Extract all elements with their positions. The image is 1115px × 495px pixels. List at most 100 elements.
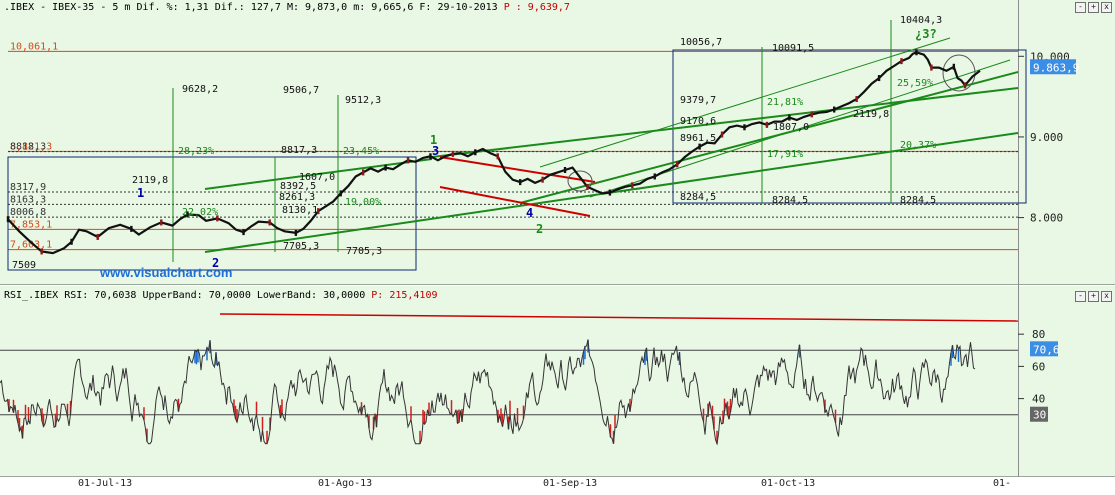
price-label-20: 1607,0 — [299, 172, 335, 183]
price-candle — [216, 215, 219, 222]
price-candle — [268, 219, 271, 226]
price-candle — [242, 229, 245, 236]
fib-box-2 — [672, 49, 1027, 204]
price-label-18: 10404,3 — [900, 15, 942, 26]
green-trendline-top — [204, 158, 433, 190]
price-label-4: 8392,5 — [280, 181, 316, 192]
percent-label-6: 20,37% — [900, 140, 936, 151]
price-close-button[interactable]: x — [1101, 2, 1112, 13]
price-maximize-button[interactable]: + — [1088, 2, 1099, 13]
watermark: www.visualchart.com — [100, 265, 233, 280]
rsi-last-value: 70,6 — [1033, 343, 1060, 356]
price-candle — [698, 143, 701, 150]
price-candle — [720, 131, 724, 138]
price-candle — [317, 208, 320, 215]
price-label-7: 7705,3 — [283, 241, 319, 252]
wave-green-1: 2 — [536, 222, 543, 236]
price-header-last: P : 9,639,7 — [503, 2, 570, 13]
price-candle — [40, 248, 43, 255]
price-label-0: 9628,2 — [182, 84, 218, 95]
price-label-16: 8284,5 — [772, 195, 808, 206]
price-candle — [765, 121, 769, 128]
price-label-1: 9506,7 — [283, 85, 319, 96]
price-label-6: 8130,1 — [282, 205, 318, 216]
price-line — [7, 51, 981, 255]
rsi-close-button[interactable]: x — [1101, 291, 1112, 302]
price-candle — [675, 161, 679, 168]
price-label-14: 8961,5 — [680, 133, 716, 144]
wave-blue-1: 2 — [212, 256, 219, 270]
x-label-ago: 01-Ago-13 — [318, 478, 373, 489]
price-candle — [952, 63, 956, 70]
price-label-21: 1807,0 — [773, 122, 809, 133]
price-candle — [294, 229, 298, 236]
price-minimize-button[interactable]: - — [1075, 2, 1086, 13]
price-ytick-label-1: 9.000 — [1030, 131, 1063, 144]
price-candle — [130, 225, 133, 232]
rsi-last-value-box — [1030, 341, 1058, 357]
percent-label-4: 21,81% — [767, 97, 803, 108]
price-label-8: 7705,3 — [346, 246, 382, 257]
price-candle — [608, 189, 612, 196]
price-candle — [6, 216, 10, 223]
price-candle — [743, 124, 746, 131]
rsi-ytick-label-0: 40 — [1032, 393, 1045, 406]
price-candle — [384, 164, 387, 171]
price-candle — [563, 167, 567, 173]
x-label-sep: 01-Sep-13 — [543, 478, 598, 489]
price-candle — [930, 64, 933, 71]
price-last-value: 9.863,9 — [1033, 61, 1079, 74]
rsi-line — [0, 339, 976, 446]
rsi-red-trend — [219, 313, 1019, 322]
price-last-value-box — [1030, 59, 1076, 75]
price-candle — [631, 182, 634, 189]
price-candle — [474, 149, 477, 156]
percent-label-7: 25,59% — [897, 78, 933, 89]
price-candle — [833, 106, 836, 113]
rsi-maximize-button[interactable]: + — [1088, 291, 1099, 302]
price-label-15: 8284,5 — [680, 192, 716, 203]
price-candle — [518, 179, 522, 186]
rsi-band-label: 30 — [1033, 409, 1046, 422]
level-label-2: 8818,3 — [10, 142, 46, 153]
rsi-band-box — [1030, 406, 1048, 422]
price-ytick-label-0: 8.000 — [1030, 212, 1063, 225]
highlight-circle-2 — [942, 54, 976, 92]
price-candle — [451, 150, 455, 157]
price-candle — [70, 238, 73, 245]
rsi-header: RSI_.IBEX RSI: 70,6038 UpperBand: 70,000… — [4, 289, 438, 303]
green-trendline-upper — [431, 87, 1019, 158]
price-candle — [541, 176, 544, 183]
percent-label-1: 22,02% — [182, 207, 218, 218]
price-label-11: 10091,5 — [772, 43, 814, 54]
rsi-minimize-button[interactable]: - — [1075, 291, 1086, 302]
price-label-13: 9170,6 — [680, 116, 716, 127]
level-label-7: 7,603,1 — [10, 240, 52, 251]
price-candle — [788, 114, 791, 121]
percent-label-0: 28,23% — [178, 146, 214, 157]
price-label-22: 7509 — [12, 260, 36, 271]
y-axis-separator — [1018, 0, 1019, 477]
price-candle — [855, 96, 858, 103]
price-candle — [586, 183, 589, 190]
price-label-12: 9379,7 — [680, 95, 716, 106]
x-label-next: 01- — [993, 478, 1012, 489]
price-candle — [653, 173, 656, 180]
wave-green-2: ¿3? — [915, 27, 937, 41]
channel-line-1 — [539, 37, 951, 168]
price-candle — [339, 190, 342, 197]
level-label-5: 8006,8 — [10, 207, 46, 218]
price-label-17: 8284,5 — [900, 195, 936, 206]
rsi-ytick-label-1: 60 — [1032, 360, 1045, 373]
level-label-0: 10,061,1 — [10, 41, 58, 52]
price-header: .IBEX - IBEX-35 - 5 m Dif. %: 1,31 Dif.:… — [4, 1, 570, 15]
price-candle — [877, 75, 881, 82]
wave-blue-2: 3 — [432, 144, 439, 158]
level-label-6: 7,853,1 — [10, 219, 52, 230]
level-label-1: 8,821,3 — [10, 141, 52, 152]
price-label-2: 9512,3 — [345, 95, 381, 106]
rsi-header-text: RSI_.IBEX RSI: 70,6038 UpperBand: 70,000… — [4, 290, 366, 301]
red-wedge-top — [439, 156, 596, 183]
wave-blue-3: 4 — [526, 206, 533, 220]
